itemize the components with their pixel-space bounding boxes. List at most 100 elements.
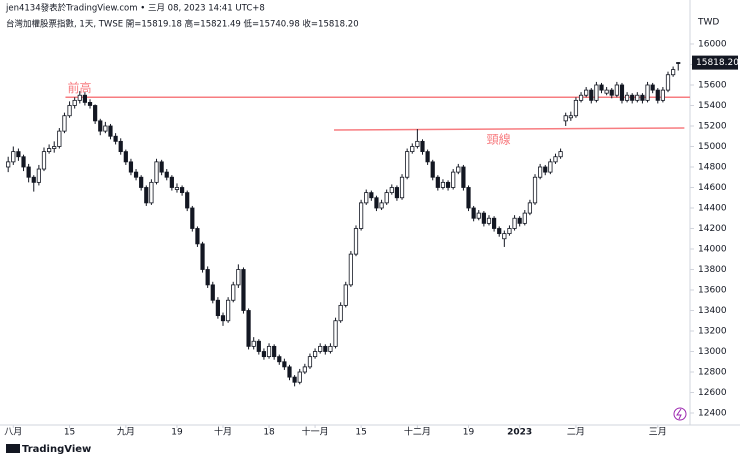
candle-body	[210, 284, 215, 301]
x-tick-label: 十一月	[302, 426, 329, 438]
candle-body	[655, 89, 660, 101]
candle-body	[589, 89, 594, 101]
candle-body	[205, 269, 210, 286]
candle-body	[676, 62, 681, 64]
candle-body	[435, 176, 440, 188]
candle-body	[548, 161, 553, 173]
candle-body	[31, 176, 36, 183]
candle-body	[594, 84, 599, 101]
candle-body	[98, 120, 103, 132]
y-tick-label: 14800	[698, 162, 727, 172]
candle-body	[599, 84, 604, 91]
candle-body	[215, 299, 220, 317]
x-tick-label: 三月	[649, 427, 667, 438]
candle-body	[456, 166, 461, 173]
candle-body	[185, 192, 190, 209]
candle-body	[389, 187, 394, 194]
x-tick-label: 15	[64, 428, 75, 438]
candle-body	[481, 212, 486, 224]
candle-body	[558, 151, 563, 158]
candle-body	[11, 151, 16, 163]
y-tick-label: 13000	[698, 347, 727, 357]
header-credit: jen4134發表於TradingView.com • 三月 08, 2023 …	[5, 3, 265, 14]
candle-body	[307, 356, 313, 368]
candle-body	[179, 187, 185, 194]
candle-body	[461, 166, 466, 188]
candle-body	[108, 125, 113, 137]
candle-body	[62, 115, 67, 132]
candle-body	[624, 94, 630, 101]
x-tick-label: 八月	[4, 427, 22, 438]
candle-body	[440, 181, 446, 188]
candle-body	[318, 345, 323, 352]
y-tick-label: 14200	[698, 224, 727, 234]
candle-body	[16, 151, 21, 158]
candle-body	[36, 168, 41, 183]
candle-body	[67, 105, 72, 117]
candle-body	[47, 148, 52, 153]
candle-body	[369, 192, 374, 199]
candle-body	[671, 69, 676, 76]
candle-body	[159, 161, 164, 173]
candle-body	[445, 181, 451, 188]
annotation-line	[333, 127, 685, 131]
candle-body	[578, 94, 584, 101]
candle-body	[645, 84, 650, 101]
candle-body	[282, 361, 287, 368]
candle-body	[420, 140, 425, 153]
candle-body	[246, 310, 251, 347]
candle-body	[93, 105, 98, 122]
y-tick-label: 15600	[698, 80, 727, 90]
candle-body	[82, 94, 88, 103]
candle-body	[522, 212, 527, 224]
event-bolt	[676, 408, 682, 420]
candle-body	[619, 84, 625, 101]
candle-body	[190, 207, 195, 229]
candle-body	[609, 89, 614, 96]
x-tick-label: 十二月	[404, 426, 431, 438]
x-tick-label: 二月	[567, 427, 585, 438]
candle-body	[665, 74, 671, 91]
y-tick-label: 13600	[698, 285, 727, 295]
candle-body	[507, 228, 512, 235]
candle-body	[348, 253, 353, 286]
candle-body	[359, 202, 364, 229]
candle-body	[266, 345, 272, 358]
candle-body	[630, 94, 635, 101]
candle-body	[430, 161, 435, 178]
candle-body	[231, 284, 236, 301]
candle-body	[394, 187, 400, 199]
candle-body	[139, 176, 144, 188]
candle-body	[604, 89, 609, 94]
candle-body	[384, 192, 389, 204]
candle-body	[87, 102, 93, 106]
annotation-label: 頸線	[487, 132, 511, 147]
annotation-label: 前高	[67, 80, 91, 95]
candle-body	[144, 187, 149, 204]
event-icon	[673, 407, 687, 421]
y-tick-label: 13200	[698, 327, 727, 337]
y-tick-label: 15000	[698, 142, 727, 152]
candle-body	[486, 217, 492, 224]
last-price-label: 15818.20	[696, 58, 739, 68]
candle-body	[41, 151, 47, 170]
candle-body	[195, 228, 200, 245]
candle-body	[200, 243, 205, 270]
candle-body	[553, 156, 558, 163]
x-tick-label: 十月	[214, 426, 232, 438]
candle-body	[425, 151, 430, 163]
candle-body	[113, 135, 118, 142]
candle-body	[128, 161, 134, 173]
y-tick-label: 14400	[698, 203, 727, 213]
y-tick-label: 14000	[698, 244, 727, 254]
candle-body	[328, 345, 333, 352]
candle-body	[52, 146, 57, 149]
candle-body	[251, 340, 256, 347]
candle-body	[410, 146, 415, 153]
candle-body	[338, 304, 343, 322]
candle-body	[543, 166, 548, 173]
candle-body	[77, 94, 82, 101]
x-tick-label: 15	[355, 428, 366, 438]
